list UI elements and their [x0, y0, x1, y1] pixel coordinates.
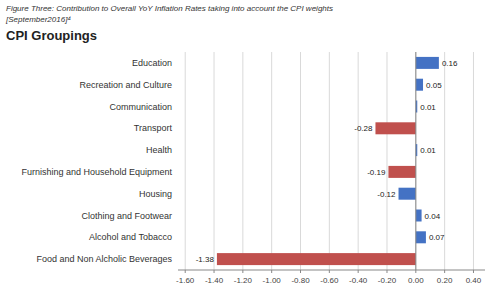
- grid: [185, 52, 473, 270]
- tick-label: -0.60: [320, 276, 339, 285]
- grid-line: [271, 52, 272, 270]
- tick-label: 0.20: [437, 276, 453, 285]
- bar: [388, 166, 415, 178]
- bar: [416, 57, 439, 69]
- tick-label: 0.40: [466, 276, 482, 285]
- data-label: -0.19: [367, 168, 386, 177]
- grid-line: [185, 52, 186, 270]
- data-label: 0.01: [420, 146, 436, 155]
- subtitle: [September2016]⁴: [5, 15, 71, 24]
- category-label: Alcohol and Tobacco: [89, 232, 172, 242]
- grid-line: [415, 52, 416, 270]
- grid-line: [358, 52, 359, 270]
- data-label: -1.38: [196, 255, 215, 264]
- tick-label: -1.20: [234, 276, 253, 285]
- data-label: 0.05: [426, 81, 442, 90]
- grid-line: [386, 52, 387, 270]
- grid-line: [329, 52, 330, 270]
- category-label: Health: [146, 145, 172, 155]
- tick-label: -1.00: [263, 276, 282, 285]
- title: Figure Three: Contribution to Overall Yo…: [6, 4, 333, 13]
- category-label: Food and Non Alcholic Beverages: [36, 254, 172, 264]
- data-label: -0.12: [377, 190, 396, 199]
- tick-label: -1.60: [176, 276, 195, 285]
- grid-line: [214, 52, 215, 270]
- tick-label: -0.80: [291, 276, 310, 285]
- data-label: 0.04: [425, 212, 441, 221]
- category-label: Housing: [139, 189, 172, 199]
- category-label: Communication: [109, 102, 172, 112]
- chart-title: CPI Groupings: [6, 28, 97, 43]
- category-label: Furnishing and Household Equipment: [21, 167, 172, 177]
- bar: [375, 122, 415, 134]
- bar: [217, 253, 416, 265]
- data-label: 0.07: [429, 233, 445, 242]
- grid-line: [242, 52, 243, 270]
- category-label: Clothing and Footwear: [81, 211, 172, 221]
- bar: [416, 79, 423, 91]
- bars: [217, 57, 439, 265]
- labels: -1.38 0.07 0.04 -0.12 -0.19 0.01 -0.28 0.01 0.05…: [196, 59, 458, 264]
- zero-line: [415, 52, 416, 270]
- grid-line: [300, 52, 301, 270]
- grid-line: [473, 52, 474, 270]
- tick-label: -1.40: [205, 276, 224, 285]
- bar: [399, 188, 416, 200]
- chart: Figure Three: Contribution to Overall Yo…: [0, 0, 495, 295]
- tick-label: 0.00: [408, 276, 424, 285]
- x-axis-line: [178, 270, 485, 271]
- category-label: Recreation and Culture: [79, 80, 172, 90]
- tick-label: -0.40: [349, 276, 368, 285]
- bar: [416, 231, 426, 243]
- tick-label: -0.20: [378, 276, 397, 285]
- category-label: Transport: [134, 123, 173, 133]
- data-label: -0.28: [354, 124, 373, 133]
- data-label: 0.16: [442, 59, 458, 68]
- category-label: Education: [132, 58, 172, 68]
- data-label: 0.01: [420, 103, 436, 112]
- bar: [416, 210, 422, 222]
